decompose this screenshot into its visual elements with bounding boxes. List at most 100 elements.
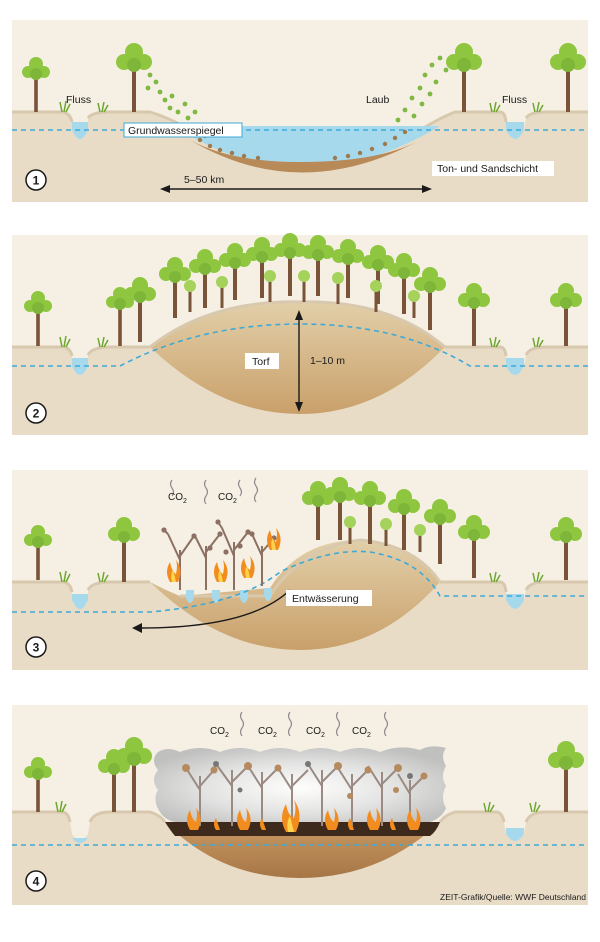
step-number: 3 [33,641,40,655]
label-width: 5–50 km [184,174,225,186]
step-number: 4 [33,875,40,889]
dying-leaves [182,762,428,799]
river-right [506,828,524,841]
trees [24,737,584,812]
grass [59,100,544,113]
smoke-cloud [154,746,446,822]
topsoil [12,110,588,132]
topsoil [12,580,588,593]
tree-icon [354,481,386,544]
tree-icon [24,757,52,812]
fire-icon [187,808,201,830]
panel-1: Fluss Fluss Laub Grundwasserspiegel Ton-… [12,20,588,202]
layer-label-box [432,161,554,176]
tree-icon [108,517,140,582]
falling-leaves-right [395,55,449,123]
fire-icon [214,560,228,582]
tree-icon [332,239,364,298]
label-fluss-right: Fluss [502,94,527,106]
panel-2: Torf 1–10 m 2 [12,233,588,435]
fire-icon [367,808,381,830]
panel-3: Entwässerung [12,470,588,670]
co2-label: CO2 [218,492,237,505]
lake-sediment [190,140,420,173]
river-right [506,594,524,609]
ash-particles [213,761,413,793]
label-depth: 1–10 m [310,355,345,367]
tree-icon [550,283,582,346]
tree-icon [246,237,278,298]
peat-label-box [245,353,279,369]
fire-icon [167,560,181,582]
co2-label: CO2 [258,726,277,739]
tree-icon [548,741,584,812]
fire-icon [237,808,251,830]
step-number-badge [25,870,47,892]
trees [22,43,586,112]
co2-label: CO2 [168,492,187,505]
drainage-arrowhead [132,623,142,633]
fires [187,800,421,832]
drainage-ditches [186,588,272,603]
source-credit: ZEIT-Grafik/Quelle: WWF Deutschland [440,892,586,902]
co2-label: CO2 [352,726,371,739]
fire-icon [267,528,281,550]
river-left [72,838,88,843]
topsoil [180,538,442,598]
grass [55,800,541,813]
groundwater-label-box [123,122,243,138]
tree-icon [324,477,356,540]
tree-icon [116,43,152,112]
co2-label: CO2 [210,726,229,739]
tree-icon [414,267,446,330]
fire-icon [325,808,339,830]
co2-emissions [169,477,259,505]
grass [59,335,544,348]
groundwater-line [12,323,588,367]
grass [59,570,544,583]
forest [24,233,582,346]
drainage-arrow [139,589,291,629]
tree-icon [22,57,50,112]
tree-icon [424,499,456,564]
step-number: 1 [33,174,40,188]
label-fluss-left: Fluss [66,94,91,106]
drainage-label-box [286,590,372,606]
topsoil [149,300,446,349]
tree-icon [302,481,334,540]
forest [24,477,582,582]
tree-icon [116,737,152,812]
co2-label: CO2 [306,726,325,739]
step-number-badge [25,169,47,191]
label-grundwasser: Grundwasserspiegel [128,125,224,137]
step-number-badge [25,402,47,424]
tree-icon [458,515,490,578]
charred-surface [165,822,440,836]
tree-icon [388,489,420,550]
panel-4: CO2 CO2 CO2 CO2 4 ZEIT-Grafik/Quelle: WW… [12,705,588,905]
label-torf: Torf [252,356,270,368]
fire-icon [407,808,421,830]
tree-icon [446,43,482,112]
groundwater-line [12,550,588,613]
tree-icon [302,235,334,296]
label-laub: Laub [366,94,390,106]
tree-icon [458,283,490,346]
tree-icon [550,43,586,112]
topsoil [12,345,588,357]
co2-emissions [239,711,389,737]
dead-tree-blobs [161,519,277,555]
tree-icon [24,291,52,346]
falling-leaves-left [145,72,198,121]
tree-icon [219,243,251,300]
tree-icon [189,249,221,308]
label-schicht: Ton- und Sandschicht [437,163,538,175]
topsoil [12,810,588,823]
tree-icon [550,517,582,580]
fire-icon [241,556,255,578]
label-entwaesserung: Entwässerung [292,593,359,605]
step-number: 2 [33,407,40,421]
fire-icon [282,800,300,832]
tree-icon [388,253,420,314]
